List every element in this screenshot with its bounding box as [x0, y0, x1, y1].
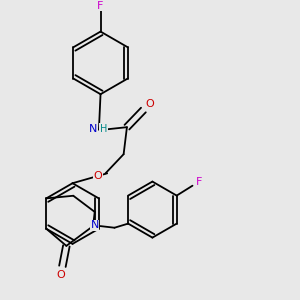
Text: H: H	[100, 124, 107, 134]
Text: N: N	[91, 220, 99, 230]
Text: F: F	[98, 1, 104, 11]
Text: O: O	[56, 269, 65, 280]
Text: O: O	[145, 99, 154, 109]
Text: O: O	[94, 171, 103, 181]
Text: F: F	[196, 177, 202, 188]
Text: N: N	[89, 124, 97, 134]
